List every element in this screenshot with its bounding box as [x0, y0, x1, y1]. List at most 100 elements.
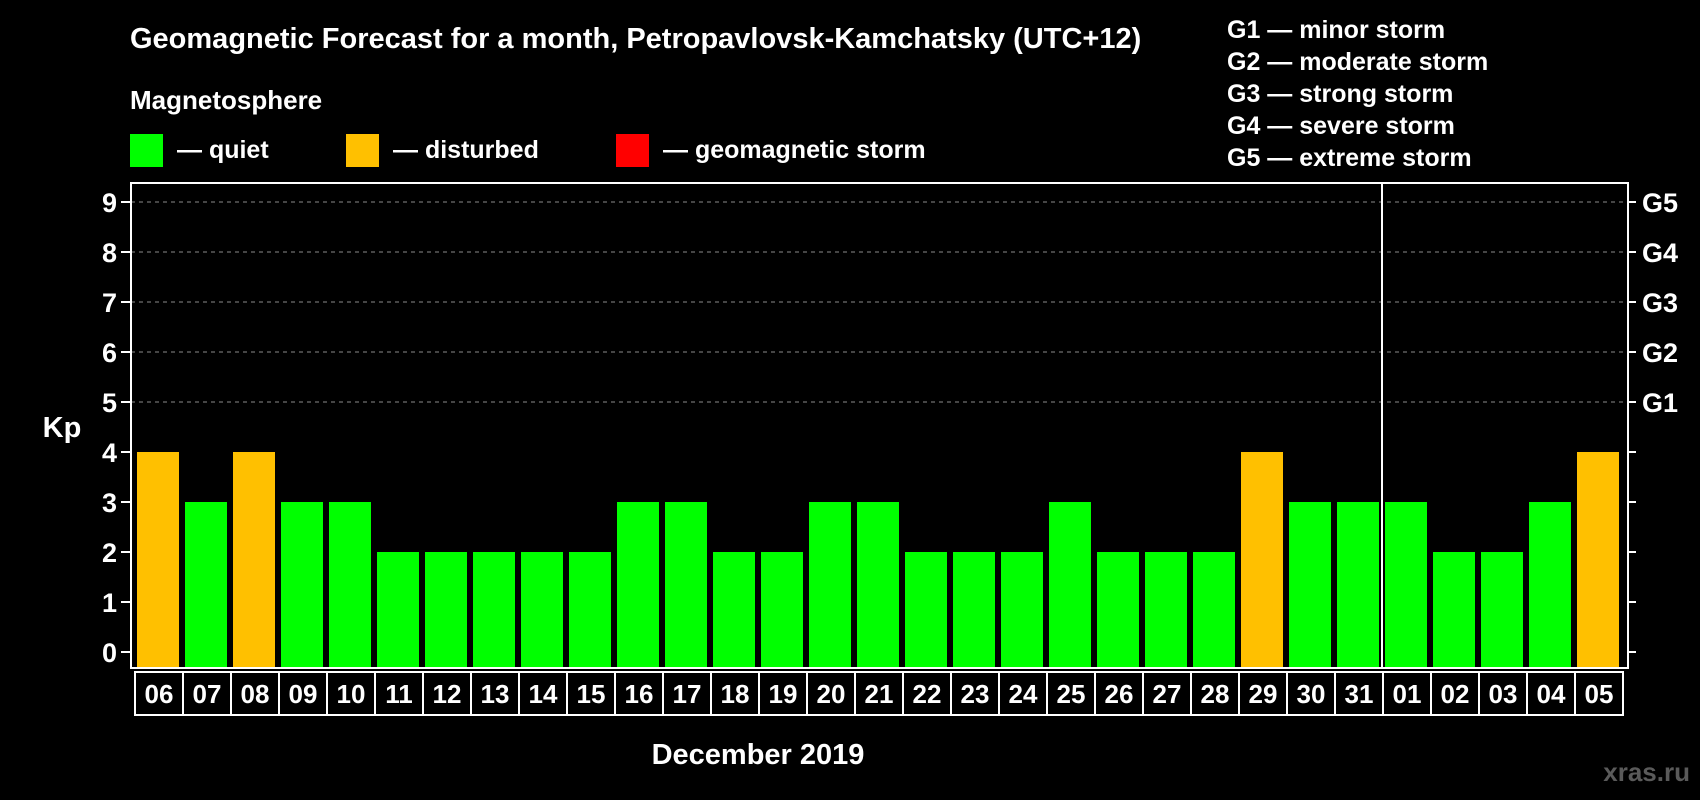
bar-18: [713, 552, 755, 668]
y-tick-label-6: 6: [102, 338, 117, 368]
date-cell-03: [1478, 671, 1528, 716]
date-label-06: 06: [145, 679, 174, 709]
y-axis-label: Kp: [43, 412, 82, 444]
bar-03: [1481, 552, 1523, 668]
date-label-27: 27: [1153, 679, 1182, 709]
date-cell-25: [1046, 671, 1096, 716]
date-label-09: 09: [289, 679, 318, 709]
bar-13: [473, 552, 515, 668]
y-axis-ticks: 0 1 2 3 4 5 6 7 8 9: [102, 188, 131, 668]
y-tick-label-5: 5: [102, 388, 117, 418]
bar-28: [1193, 552, 1235, 668]
bar-17: [665, 502, 707, 668]
gridlines: [131, 201, 1628, 403]
bar-01: [1385, 502, 1427, 668]
storm-scale-g5: G5 — extreme storm: [1227, 144, 1472, 172]
storm-level-label-g2: G2: [1642, 338, 1678, 368]
bar-15: [569, 552, 611, 668]
date-cell-22: [902, 671, 952, 716]
date-cell-08: [230, 671, 280, 716]
x-axis-label: December 2019: [652, 739, 865, 771]
date-label-18: 18: [721, 679, 750, 709]
legend-label-disturbed: — disturbed: [393, 136, 539, 164]
date-label-13: 13: [481, 679, 510, 709]
date-label-14: 14: [529, 679, 558, 709]
legend-swatch-quiet: [130, 134, 163, 167]
date-cell-12: [422, 671, 472, 716]
legend-title: Magnetosphere: [130, 85, 322, 115]
y-tick-label-0: 0: [102, 638, 117, 668]
date-cell-05: [1574, 671, 1624, 716]
date-label-25: 25: [1057, 679, 1086, 709]
date-label-15: 15: [577, 679, 606, 709]
storm-level-label-g3: G3: [1642, 288, 1678, 318]
bar-04: [1529, 502, 1571, 668]
date-cell-19: [758, 671, 808, 716]
storm-scale-g2: G2 — moderate storm: [1227, 48, 1488, 76]
date-cell-31: [1334, 671, 1384, 716]
storm-scale-legend: G1 — minor storm G2 — moderate storm G3 …: [1227, 16, 1488, 172]
legend: — quiet — disturbed — geomagnetic storm: [130, 134, 926, 167]
bar-26: [1097, 552, 1139, 668]
date-label-16: 16: [625, 679, 654, 709]
bar-24: [1001, 552, 1043, 668]
date-label-31: 31: [1345, 679, 1374, 709]
bar-29: [1241, 452, 1283, 668]
storm-scale-g1: G1 — minor storm: [1227, 16, 1445, 44]
storm-level-label-g5: G5: [1642, 188, 1678, 218]
bar-31: [1337, 502, 1379, 668]
date-cell-14: [518, 671, 568, 716]
date-cell-29: [1238, 671, 1288, 716]
bar-05: [1577, 452, 1619, 668]
date-label-26: 26: [1105, 679, 1134, 709]
bar-10: [329, 502, 371, 668]
bar-30: [1289, 502, 1331, 668]
plot-frame: [130, 182, 1629, 669]
y-tick-label-9: 9: [102, 188, 117, 218]
date-cell-10: [326, 671, 376, 716]
date-cell-04: [1526, 671, 1576, 716]
date-label-10: 10: [337, 679, 366, 709]
y-tick-label-1: 1: [102, 588, 117, 618]
date-label-23: 23: [961, 679, 990, 709]
date-cell-21: [854, 671, 904, 716]
y-tick-label-7: 7: [102, 288, 117, 318]
date-cell-09: [278, 671, 328, 716]
chart-title: Geomagnetic Forecast for a month, Petrop…: [130, 23, 1141, 55]
date-cell-13: [470, 671, 520, 716]
bar-25: [1049, 502, 1091, 668]
date-label-08: 08: [241, 679, 270, 709]
date-label-22: 22: [913, 679, 942, 709]
date-label-20: 20: [817, 679, 846, 709]
date-label-03: 03: [1489, 679, 1518, 709]
bar-12: [425, 552, 467, 668]
legend-label-quiet: — quiet: [177, 136, 269, 164]
bar-19: [761, 552, 803, 668]
bar-20: [809, 502, 851, 668]
date-label-02: 02: [1441, 679, 1470, 709]
x-axis-date-cells: 06 07 08 09 10 11 12 13 14 15 16 17 18 19 20 21 22 23 24 25…: [134, 671, 1624, 716]
bar-23: [953, 552, 995, 668]
date-label-21: 21: [865, 679, 894, 709]
date-label-29: 29: [1249, 679, 1278, 709]
legend-swatch-disturbed: [346, 134, 379, 167]
storm-level-label-g4: G4: [1642, 238, 1678, 268]
bar-08: [233, 452, 275, 668]
y-tick-label-4: 4: [102, 438, 117, 468]
date-cell-16: [614, 671, 664, 716]
bar-14: [521, 552, 563, 668]
bar-06: [137, 452, 179, 668]
legend-label-storm: — geomagnetic storm: [663, 136, 926, 164]
date-label-07: 07: [193, 679, 222, 709]
date-label-05: 05: [1585, 679, 1614, 709]
date-label-01: 01: [1393, 679, 1422, 709]
bar-27: [1145, 552, 1187, 668]
bar-02: [1433, 552, 1475, 668]
date-cell-27: [1142, 671, 1192, 716]
watermark: xras.ru: [1603, 757, 1690, 787]
date-cell-17: [662, 671, 712, 716]
date-cell-20: [806, 671, 856, 716]
y-tick-label-8: 8: [102, 238, 117, 268]
date-label-17: 17: [673, 679, 702, 709]
